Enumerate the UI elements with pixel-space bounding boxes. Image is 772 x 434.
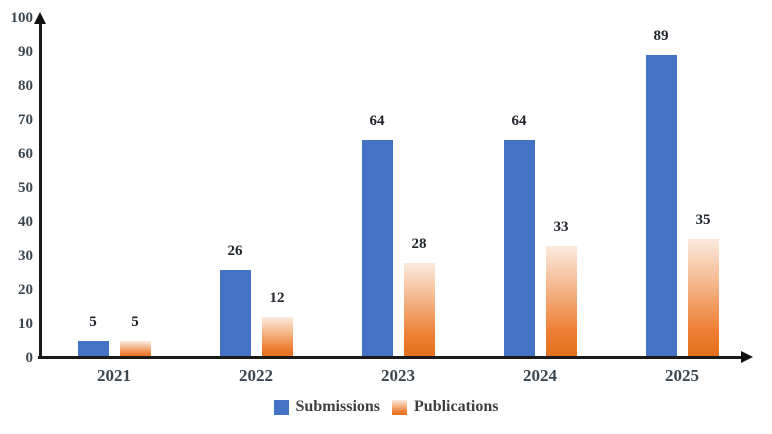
bar-value-label: 33 [553,218,569,235]
bar-value-label: 5 [131,314,139,330]
submissions-bar-2021 [77,341,109,358]
y-axis-tick-label: 60 [18,146,33,162]
legend-swatch-icon [273,399,289,415]
x-axis-arrow-icon [741,350,753,363]
y-axis-tick-label: 90 [18,44,33,60]
legend-swatch-icon [392,399,408,415]
legend-item-publications: Publications [392,398,498,416]
y-axis-tick-label: 70 [18,112,33,128]
bar-value-label: 12 [269,290,285,307]
legend-item-submissions: Submissions [273,398,381,416]
publications-bar-2024 [545,245,577,358]
bar-value-label: 5 [89,314,97,330]
x-axis-category-label: 2022 [239,366,273,385]
x-axis [38,356,743,359]
bar-value-label: 64 [511,113,527,130]
submissions-bar-2025 [645,55,677,358]
x-axis-category-label: 2024 [523,366,557,385]
publications-bar-2023 [403,262,435,358]
submissions-bar-2024 [503,140,535,358]
legend-label: Submissions [295,398,381,415]
publications-bar-2022 [261,317,293,358]
y-axis-tick-label: 40 [18,214,33,230]
x-axis-category-label: 2023 [381,366,415,385]
bar-value-label: 89 [653,28,669,45]
legend-label: Publications [414,398,499,415]
bar-value-label: 28 [411,235,427,252]
y-axis-tick-label: 100 [10,10,34,26]
y-axis-arrow-icon [33,12,46,24]
submissions-bar-2023 [361,140,393,358]
publications-bar-2021 [119,341,151,358]
submissions-bar-2022 [219,269,251,358]
bar-value-label: 26 [227,242,243,259]
x-axis-category-label: 2021 [97,366,131,385]
bar-value-label: 64 [369,113,385,130]
y-axis-tick-label: 80 [18,78,33,94]
y-axis-tick-label: 0 [25,350,34,366]
publications-bar-2025 [687,239,719,358]
legend: Submissions Publications [0,398,772,416]
y-axis-tick-label: 10 [18,316,33,332]
y-axis-tick-label: 20 [18,282,33,298]
x-axis-category-label: 2025 [665,366,699,385]
y-axis [39,22,42,359]
bar-value-label: 35 [695,212,711,228]
y-axis-tick-label: 30 [18,248,33,264]
y-axis-tick-label: 50 [18,180,33,196]
